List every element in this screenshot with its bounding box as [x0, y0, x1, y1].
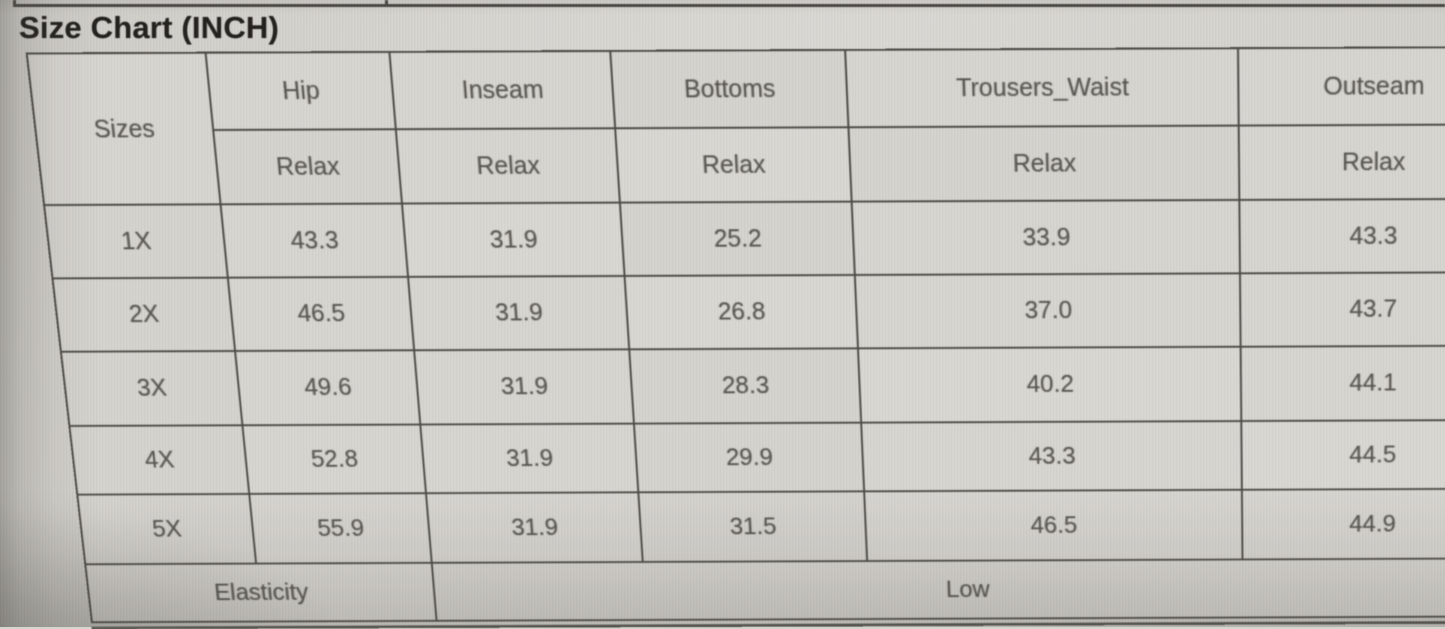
column-subheader-relax: Relax — [396, 129, 619, 203]
table-cell-value: 49.6 — [236, 351, 420, 425]
table-cell-value: 43.3 — [221, 204, 407, 277]
table-cell-value: 25.2 — [620, 202, 854, 275]
column-subheader-relax: Relax — [616, 128, 851, 202]
table-cell-value: 31.9 — [427, 493, 642, 562]
previous-table-column-divider — [385, 0, 388, 4]
corner-header-sizes: Sizes — [27, 53, 220, 205]
table-cell-value: 43.7 — [1240, 273, 1445, 346]
footer-value-low: Low — [432, 559, 1445, 620]
table-cell-value: 37.0 — [855, 274, 1240, 348]
table-cell-value: 31.9 — [409, 276, 629, 350]
column-subheader-relax: Relax — [1239, 125, 1445, 199]
column-subheader-relax: Relax — [214, 130, 401, 204]
size-chart-title: Size Chart (INCH) — [19, 10, 280, 45]
table-cell-value: 26.8 — [625, 275, 857, 349]
column-header-hip: Hip — [206, 52, 395, 130]
table-cell-value: 31.5 — [639, 492, 867, 562]
column-header-bottoms: Bottoms — [611, 50, 848, 128]
table-cell-value: 55.9 — [250, 494, 431, 563]
row-header-size: 3X — [61, 351, 242, 426]
row-header-size: 1X — [45, 205, 227, 278]
table-cell-value: 44.5 — [1242, 420, 1445, 489]
table-cell-value: 43.3 — [1240, 199, 1445, 273]
row-header-size: 4X — [70, 426, 249, 494]
table-cell-value: 28.3 — [630, 349, 861, 423]
column-subheader-relax: Relax — [849, 126, 1239, 201]
table-cell-value: 46.5 — [228, 277, 414, 351]
footer-label-elasticity: Elasticity — [86, 563, 436, 622]
table-cell-value: 33.9 — [852, 200, 1239, 275]
previous-table-bottom-border — [13, 0, 1445, 7]
table-cell-value: 31.9 — [415, 350, 633, 424]
table-cell-value: 44.1 — [1241, 346, 1445, 421]
table-cell-value: 29.9 — [634, 423, 864, 492]
table-cell-value: 44.9 — [1242, 489, 1445, 559]
table-cell-value: 43.3 — [862, 421, 1241, 491]
column-header-outseam: Outseam — [1239, 48, 1445, 125]
table-cell-value: 52.8 — [243, 425, 425, 494]
size-chart-table: Sizes Hip Relax Inseam Relax Bottoms Relax Trou… — [25, 46, 1445, 624]
column-header-trousers_waist: Trousers_Waist — [846, 49, 1238, 127]
table-cell-value: 31.9 — [421, 424, 638, 493]
table-cell-value: 46.5 — [865, 490, 1242, 561]
table-cell-value: 31.9 — [403, 203, 624, 276]
row-header-size: 2X — [53, 278, 235, 351]
row-header-size: 5X — [78, 494, 256, 564]
table-cell-value: 40.2 — [858, 347, 1241, 422]
column-header-inseam: Inseam — [390, 51, 615, 129]
